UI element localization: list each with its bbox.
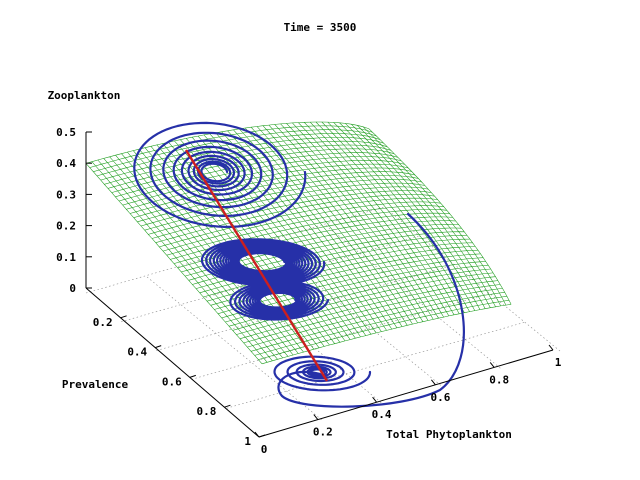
y-tick-mark (155, 345, 162, 349)
x-tick-mark (372, 396, 377, 403)
z-tick-label: 0.2 (56, 220, 76, 233)
back-grid (85, 206, 561, 421)
mesh-line (197, 135, 361, 338)
z-tick-label: 0.1 (56, 251, 76, 264)
trajectory-spiral-middle (200, 238, 326, 287)
x-tick-label: 0 (261, 443, 268, 456)
mesh-line (262, 125, 418, 324)
z-tick-label: 0.5 (56, 126, 76, 139)
x-axis-line (258, 349, 554, 438)
trajectory-spiral-lower (229, 280, 330, 321)
mesh-line (109, 156, 284, 359)
mesh-line (227, 130, 387, 331)
mesh-line (91, 161, 268, 363)
mesh-line (191, 137, 356, 339)
y-tick-mark (258, 434, 266, 438)
mesh-line (129, 167, 412, 214)
mesh-line (250, 127, 408, 326)
trajectory-spiral-bottom (273, 355, 372, 392)
y-tick-label: 0.6 (162, 375, 182, 388)
axes (85, 132, 554, 438)
mesh-line (315, 121, 465, 313)
x-tick-mark (254, 431, 260, 438)
x-tick-mark (313, 414, 319, 420)
x-tick-label: 0.4 (372, 408, 392, 421)
trajectory-spiral-top (133, 121, 307, 228)
mesh-line (85, 163, 263, 364)
grid-line (383, 206, 561, 352)
z-axis-label: Zooplankton (48, 89, 121, 102)
y-tick-label: 0.8 (197, 405, 217, 418)
mesh-line (368, 128, 512, 305)
x-tick-mark (548, 344, 554, 351)
z-tick-label: 0.4 (56, 157, 76, 170)
mesh-line (244, 127, 403, 327)
y-tick-mark (120, 315, 127, 319)
mesh-line (339, 122, 486, 309)
mesh-line (221, 131, 382, 332)
y-axis-line (85, 287, 260, 438)
x-tick-label: 1 (555, 356, 562, 369)
mesh-line (286, 123, 439, 319)
mesh-line (298, 122, 450, 317)
y-tick-label: 0.2 (93, 316, 113, 329)
mesh-line (357, 125, 501, 307)
z-tick-label: 0 (69, 282, 76, 295)
x-tick-mark (431, 379, 436, 386)
y-tick-mark (224, 404, 231, 408)
mesh-line (304, 122, 455, 315)
mesh-line (97, 159, 273, 361)
x-tick-label: 0.8 (489, 373, 509, 386)
mesh-line (274, 124, 429, 321)
y-tick-label: 0.4 (127, 346, 147, 359)
mesh-line (333, 122, 481, 310)
mesh-line (256, 126, 413, 325)
x-tick-label: 0.2 (313, 426, 333, 439)
mesh-line (268, 124, 424, 322)
x-axis-label: Total Phytoplankton (386, 428, 512, 441)
y-tick-label: 1 (244, 435, 251, 448)
y-tick-mark (189, 374, 196, 378)
mesh-line (233, 129, 393, 330)
mesh-line (280, 123, 434, 320)
z-tick-label: 0.3 (56, 188, 76, 201)
x-tick-mark (489, 362, 495, 368)
trajectory (133, 121, 465, 408)
mesh-line (151, 190, 432, 239)
mesh-line (292, 122, 444, 318)
mesh-line (309, 121, 460, 314)
mesh-line (345, 123, 491, 308)
x-tick-label: 0.6 (430, 391, 450, 404)
mesh-line (321, 121, 470, 312)
trajectory-outer-arc (277, 212, 465, 408)
mesh-line (215, 132, 377, 334)
equilibrium-line (184, 149, 329, 382)
mesh-line (351, 124, 496, 307)
y-axis-label: Prevalence (62, 378, 129, 391)
mesh-line (362, 126, 507, 306)
tick-labels: 00.10.20.30.40.50.20.40.60.8100.20.40.60… (56, 126, 562, 456)
chart-title: Time = 3500 (284, 21, 357, 34)
surface-mesh (85, 121, 512, 365)
mesh-line (209, 133, 372, 335)
mesh-line (103, 158, 278, 360)
